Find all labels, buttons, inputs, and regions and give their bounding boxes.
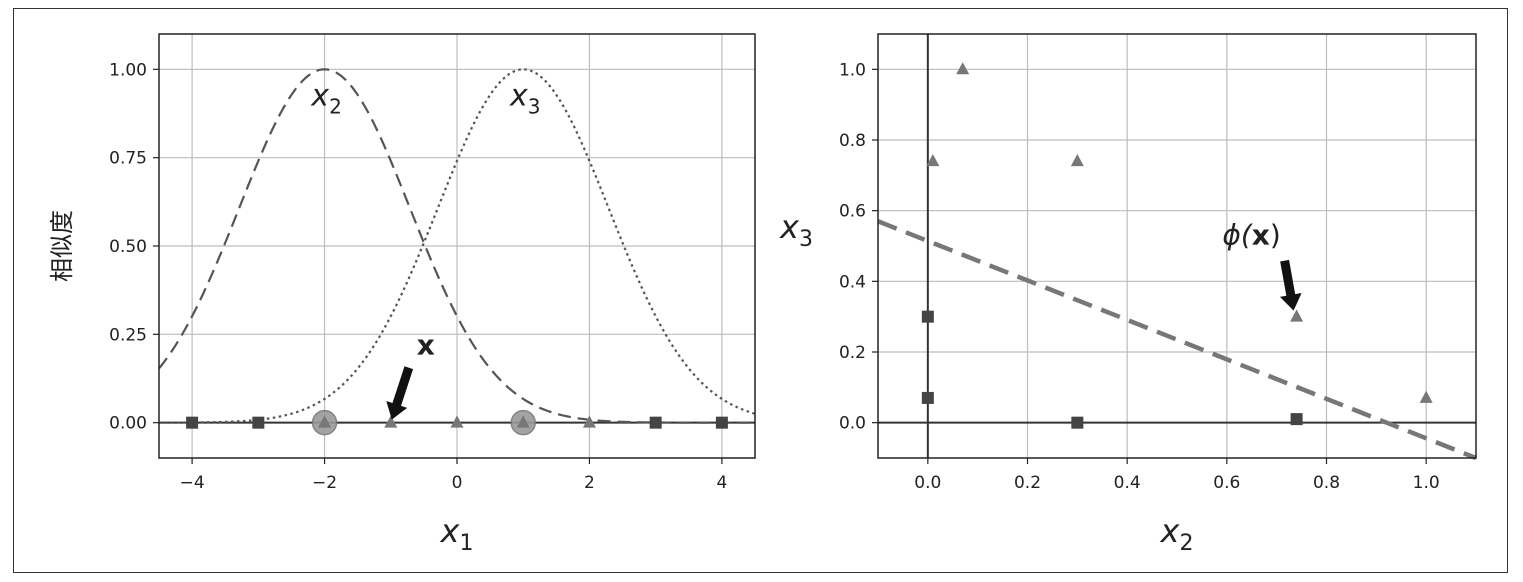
- data-point-square: [921, 310, 934, 323]
- curve-label-base: x: [310, 78, 329, 113]
- data-point-triangle: [450, 415, 464, 428]
- annotation-arrow: [1279, 259, 1302, 311]
- y-tick-label: 0.50: [109, 237, 147, 257]
- x-tick-label: 0.0: [914, 473, 941, 493]
- plot-border: [877, 33, 1477, 459]
- data-point-triangle: [1290, 309, 1304, 322]
- data-point-square: [186, 416, 199, 429]
- data-point-triangle: [1070, 153, 1084, 167]
- x-axis-label: x2: [1160, 512, 1194, 556]
- data-point-square: [1290, 413, 1303, 426]
- curve-label-x3: x3: [509, 78, 541, 118]
- x-tick-label: −2: [312, 473, 337, 493]
- x-tick-label: 0: [452, 473, 463, 493]
- x-tick-label: 2: [584, 473, 595, 493]
- data-point-triangle: [384, 415, 398, 428]
- y-tick-label: 1.00: [109, 60, 147, 80]
- annotation-phi-label: ϕ(x): [1222, 219, 1280, 252]
- data-point-square: [715, 416, 728, 429]
- y-tick-label: 0.00: [109, 414, 147, 434]
- data-point-triangle: [956, 62, 970, 75]
- y-axis-label-subscript: 3: [799, 227, 813, 252]
- data-point-square: [252, 416, 265, 429]
- curve-label-subscript: 2: [329, 94, 342, 118]
- feature-space-plot: 0.0 0.2 0.4 0.6 0.8 1.00.00.20.40.60.81.0ϕ(x)…: [779, 33, 1477, 556]
- y-tick-label: 0.2: [839, 343, 866, 363]
- decision-boundary: [877, 219, 1477, 461]
- annotation-phi-prefix: ϕ(: [1222, 219, 1252, 252]
- curve-label-subscript: 3: [528, 94, 541, 118]
- y-axis-label: 相似度: [48, 210, 76, 282]
- y-tick-label: 0.6: [839, 202, 866, 222]
- x-tick-label: 0.8: [1313, 473, 1340, 493]
- data-point-triangle: [926, 153, 940, 167]
- y-tick-label: 1.0: [839, 60, 866, 80]
- x-axis-label: x1: [440, 512, 474, 556]
- curve-label-base: x: [509, 78, 528, 113]
- x-axis-label-subscript: 1: [459, 531, 473, 556]
- data-point-triangle: [516, 415, 530, 428]
- annotation-arrow: [386, 366, 414, 420]
- x-axis-label-subscript: 2: [1179, 531, 1193, 556]
- y-tick-label: 0.4: [839, 272, 866, 292]
- curve-label-x2: x2: [310, 78, 342, 118]
- x-axis-label-base: x: [440, 512, 461, 550]
- y-tick-label: 0.25: [109, 325, 147, 345]
- annotation-phi-suffix: ): [1270, 219, 1281, 252]
- y-tick-label: 0.8: [839, 131, 866, 151]
- similarity-curve-x2: [158, 68, 755, 424]
- x-tick-label: 0.6: [1213, 473, 1240, 493]
- x-tick-label: 4: [716, 473, 727, 493]
- figure-frame: [13, 8, 1508, 573]
- x-tick-label: −4: [180, 473, 205, 493]
- data-point-triangle: [582, 415, 596, 428]
- y-axis-label: x3: [779, 208, 813, 252]
- data-point-triangle: [318, 415, 332, 428]
- x-axis-label-base: x: [1160, 512, 1181, 550]
- x-tick-label: 1.0: [1413, 473, 1440, 493]
- y-tick-label: 0.75: [109, 149, 147, 169]
- data-point-triangle: [1419, 390, 1433, 403]
- data-point-square: [1071, 416, 1084, 429]
- annotation-x-label: x: [417, 329, 435, 362]
- x-tick-label: 0.2: [1014, 473, 1041, 493]
- x-tick-label: 0.4: [1114, 473, 1141, 493]
- data-point-square: [921, 391, 934, 404]
- similarity-curve-x3: [158, 68, 756, 424]
- data-point-square: [649, 416, 662, 429]
- y-axis-label-base: x: [779, 208, 800, 246]
- plot-border: [158, 33, 756, 459]
- y-tick-label: 0.0: [839, 414, 866, 434]
- annotation-phi-bold: x: [1252, 219, 1270, 252]
